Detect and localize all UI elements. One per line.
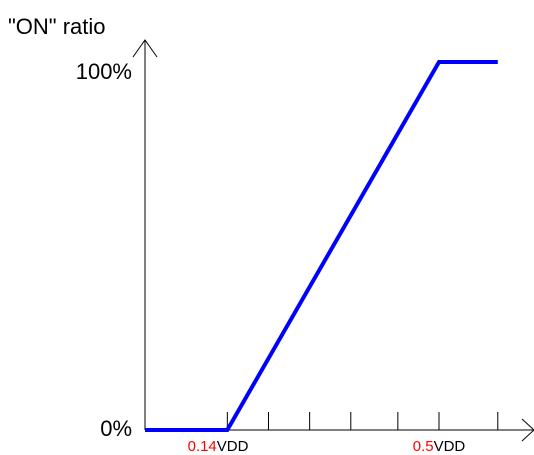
x-tick-label-014-unit: VDD [217,438,249,455]
y-tick-label-100: 100% [76,59,132,84]
y-tick-label-0: 0% [100,416,132,441]
axes [132,39,534,442]
x-axis-arrow-head [521,418,534,442]
x-tick-label-05: 0.5VDD [413,438,466,455]
on-ratio-series-line [145,60,498,432]
x-axis-ticks [226,412,499,430]
x-tick-label-014: 0.14VDD [188,438,249,455]
y-axis-arrow-head [132,39,158,58]
y-axis-title: "ON" ratio [8,14,106,39]
x-tick-label-014-value: 0.14 [188,438,217,455]
x-tick-label-05-value: 0.5 [413,438,434,455]
x-tick-label-05-unit: VDD [434,438,466,455]
